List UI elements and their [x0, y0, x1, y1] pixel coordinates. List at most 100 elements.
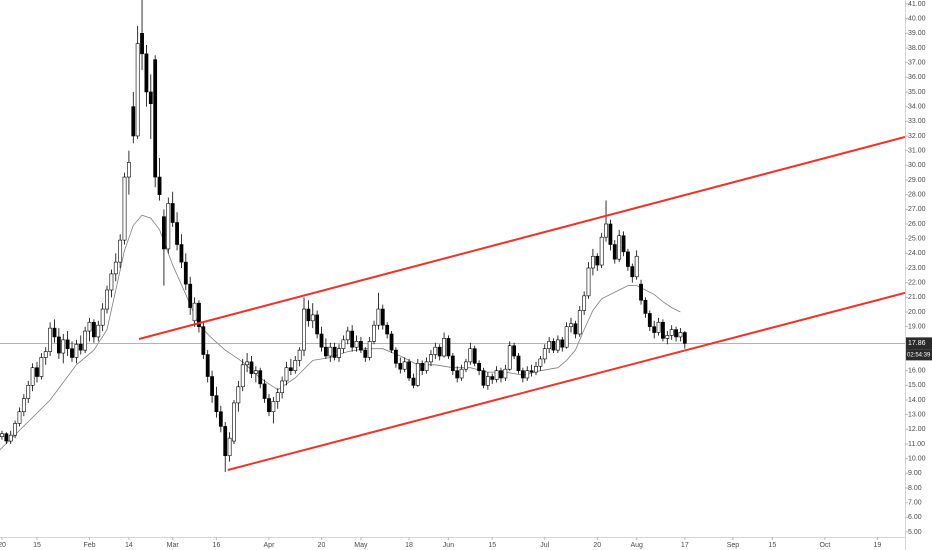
candle-body: [385, 324, 390, 335]
candle-body: [175, 222, 179, 245]
candle-body: [332, 346, 337, 358]
candle-body: [604, 223, 608, 238]
x-tick-label: Mar: [167, 542, 180, 549]
candle-body: [573, 323, 578, 335]
candle-body: [599, 236, 604, 266]
y-tick-label: 28.00: [908, 191, 926, 198]
candle-body: [223, 426, 228, 457]
candle-body: [166, 203, 171, 250]
candle-body: [402, 361, 407, 370]
candle-body: [674, 329, 678, 338]
y-tick-label: 38.00: [908, 45, 926, 52]
candle-body: [569, 323, 573, 327]
candle-body: [100, 308, 105, 326]
candle-body: [240, 364, 245, 388]
candle-body: [52, 327, 57, 338]
y-tick-label: 26.00: [908, 221, 926, 228]
candle-body: [424, 361, 429, 371]
x-tick-label: Sep: [727, 542, 740, 549]
y-tick-label: 29.00: [908, 177, 926, 184]
candle-body: [214, 395, 219, 413]
candle-body: [652, 326, 657, 333]
candle-body: [656, 321, 661, 333]
candle-body: [661, 321, 665, 339]
candle-body: [682, 332, 687, 344]
y-tick-label: 5.00: [908, 529, 922, 536]
candle-body: [170, 203, 175, 223]
candle-body: [591, 255, 595, 269]
candle-body: [17, 411, 22, 424]
y-tick-label: 34.00: [908, 103, 926, 110]
countdown-box: [906, 349, 932, 361]
candle-body: [542, 348, 547, 360]
candle-body: [315, 314, 320, 335]
candle-body: [516, 355, 521, 371]
y-tick-label: 21.00: [908, 294, 926, 301]
candle-body: [201, 326, 206, 355]
candle-body: [65, 339, 70, 349]
y-tick-label: 19.00: [908, 324, 926, 331]
candle-body: [30, 367, 35, 386]
candle-body: [227, 437, 232, 457]
candle-body: [21, 398, 26, 413]
candle-body: [634, 255, 639, 278]
x-tick-label: 18: [405, 542, 413, 549]
candle-body: [135, 43, 140, 137]
y-tick-label: 39.00: [908, 30, 926, 37]
y-tick-label: 32.00: [908, 133, 926, 140]
y-tick-label: 36.00: [908, 74, 926, 81]
candle-body: [35, 367, 39, 377]
candle-body: [507, 345, 512, 370]
candle-body: [297, 349, 302, 361]
candle-body: [612, 244, 617, 260]
candle-body: [442, 338, 446, 357]
candle-body: [43, 351, 48, 358]
x-tick-label: 19: [874, 542, 882, 549]
candle-body: [302, 308, 306, 351]
candle-body: [398, 363, 403, 370]
y-tick-label: 7.00: [908, 500, 922, 507]
y-tick-label: 10.00: [908, 456, 926, 463]
candle-body: [245, 361, 249, 366]
candle-body: [341, 339, 346, 349]
candle-body: [639, 283, 643, 301]
y-tick-label: 37.00: [908, 59, 926, 66]
candle-body: [626, 251, 630, 267]
x-tick-label: 20: [318, 542, 326, 549]
y-tick-label: 41.00: [908, 1, 926, 8]
y-tick-label: 30.00: [908, 162, 926, 169]
candle-body: [345, 330, 350, 341]
candle-body: [192, 302, 197, 322]
candle-body: [122, 176, 127, 241]
candle-body: [188, 283, 193, 308]
candle-body: [74, 343, 79, 358]
candle-body: [249, 361, 254, 374]
candle-body: [407, 361, 411, 379]
candle-body: [284, 367, 289, 382]
candle-body: [0, 433, 4, 437]
candle-body: [113, 261, 118, 275]
candle-body: [293, 360, 298, 371]
candle-body: [271, 401, 276, 413]
x-tick-label: 20: [0, 542, 6, 549]
candle-body: [534, 365, 538, 373]
y-tick-label: 23.00: [908, 265, 926, 272]
candle-body: [669, 329, 674, 336]
candle-body: [621, 235, 626, 253]
x-tick-label: Jul: [540, 542, 549, 549]
candle-body: [157, 176, 162, 195]
x-tick-label: Apr: [264, 542, 276, 549]
candle-body: [127, 162, 131, 178]
candle-body: [494, 370, 499, 380]
y-tick-label: 31.00: [908, 147, 926, 154]
candle-body: [389, 333, 394, 351]
x-tick-label: Feb: [83, 542, 95, 549]
candle-body: [96, 324, 101, 338]
candle-body: [586, 267, 591, 297]
candle-body: [236, 386, 241, 404]
candle-body: [503, 368, 508, 379]
candle-body: [359, 341, 363, 351]
candle-body: [376, 308, 381, 326]
